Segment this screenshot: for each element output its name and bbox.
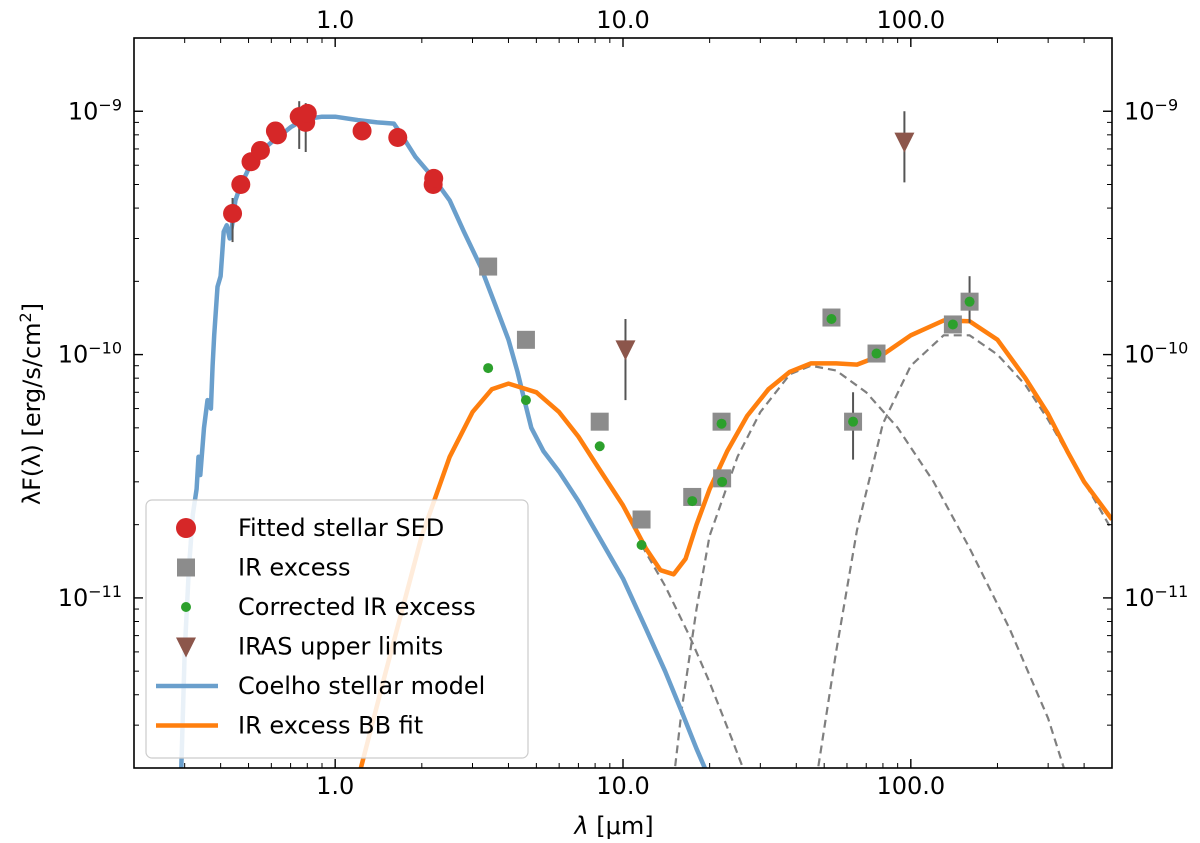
legend-marker-triangle	[176, 637, 196, 658]
corrected-ir-excess-point	[964, 296, 975, 307]
corrected-ir-excess-point	[687, 496, 698, 507]
legend-label: Fitted stellar SED	[238, 514, 444, 542]
stellar-sed-point	[250, 140, 270, 160]
legend-label: Coelho stellar model	[238, 672, 485, 700]
iras-upper-limit-point	[615, 340, 636, 361]
x-axis-label: λ [μm]	[572, 812, 653, 840]
axis-ticks	[134, 38, 1112, 768]
bb-component-dashed-line	[817, 334, 1112, 768]
y-axis-label: λF(λ) [erg/s/cm2]	[16, 303, 47, 505]
y-right-tick-label: 10−10	[1124, 338, 1188, 369]
corrected-ir-excess-point	[871, 348, 882, 359]
ir-excess-point	[632, 510, 651, 529]
x-tick-label: 1.0	[316, 772, 354, 800]
corrected-ir-excess-point	[717, 476, 728, 487]
iras-upper-limit-point	[894, 132, 915, 153]
legend-label: IRAS upper limits	[238, 633, 443, 661]
coelho-model-line	[179, 114, 708, 768]
legend-marker-square	[177, 558, 195, 577]
stellar-sed-point	[424, 168, 444, 188]
bb-component-dashed-line	[640, 544, 745, 768]
legend-label: Corrected IR excess	[238, 593, 476, 621]
plot-area	[179, 101, 1112, 768]
corrected-ir-excess-point	[594, 441, 605, 452]
ir-excess-point	[590, 412, 609, 431]
legend: Fitted stellar SED IR excess Corrected IR …	[145, 499, 529, 759]
x-tick-labels: 1.0 10.0 100.0 1.0 10.0 100.0	[316, 6, 945, 800]
legend-marker-circle	[176, 518, 196, 538]
y-right-tick-label: 10−11	[1124, 581, 1188, 612]
stellar-sed-point	[297, 103, 317, 123]
corrected-ir-excess-point	[636, 539, 647, 550]
corrected-ir-excess-point	[483, 363, 494, 374]
y-tick-label: 10−10	[58, 338, 122, 369]
y-right-tick-label: 10−9	[1124, 95, 1178, 126]
stellar-sed-point	[267, 125, 287, 145]
y-tick-labels: 10−9 10−9 10−10 10−10 10−11 10−11	[58, 95, 1189, 612]
stellar-sed-point	[352, 121, 372, 141]
legend-box	[145, 499, 529, 759]
ir-excess-point	[479, 257, 498, 276]
x-tick-label: 10.0	[596, 772, 649, 800]
stellar-sed-point	[231, 175, 251, 195]
corrected-ir-excess-point	[826, 314, 837, 325]
stellar-sed-point	[223, 204, 243, 224]
ir-excess-point	[516, 330, 535, 349]
corrected-ir-excess-point	[520, 395, 531, 406]
bb-component-dashed-line	[673, 364, 1066, 768]
corrected-ir-excess-point	[947, 319, 958, 330]
corrected-ir-excess-point	[848, 416, 859, 427]
x-tick-label: 100.0	[876, 772, 945, 800]
y-tick-label: 10−9	[68, 95, 122, 126]
legend-label: IR excess BB fit	[238, 712, 423, 740]
legend-marker-dot	[181, 602, 191, 612]
y-tick-label: 10−11	[58, 581, 122, 612]
x-top-tick-label: 1.0	[316, 6, 354, 34]
x-top-tick-label: 100.0	[876, 6, 945, 34]
ir-bb-fit-line	[358, 318, 1112, 768]
stellar-sed-point	[388, 128, 408, 148]
corrected-ir-excess-point	[716, 418, 727, 429]
x-top-tick-label: 10.0	[596, 6, 649, 34]
legend-label: IR excess	[238, 554, 350, 582]
